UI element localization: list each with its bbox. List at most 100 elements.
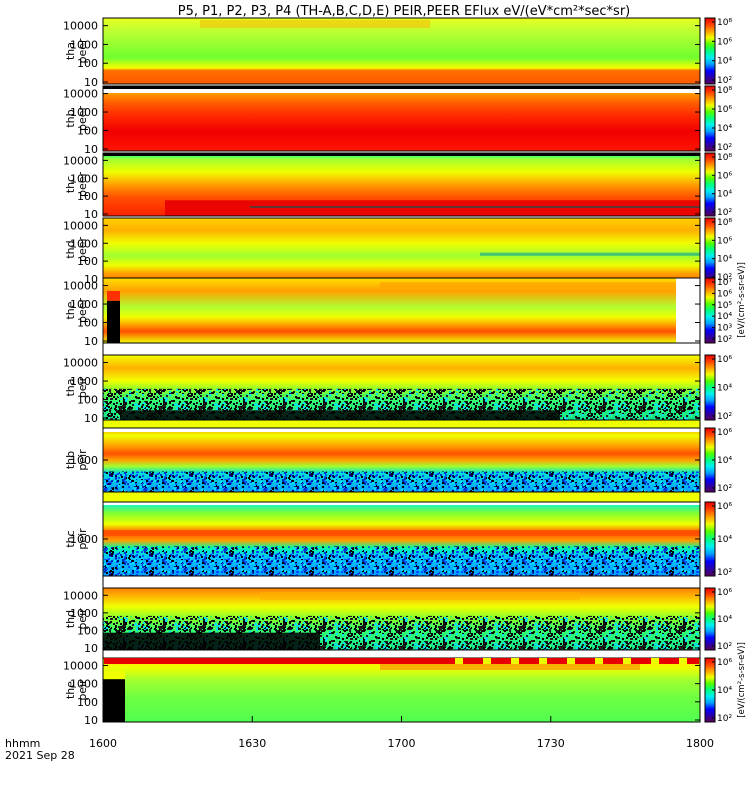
data-gap-segment: [623, 658, 631, 664]
colorbar-tick-label: 10⁶: [717, 37, 732, 47]
y-tick-label: 10000: [63, 88, 98, 101]
panel-probe-label: thc: [64, 530, 77, 547]
panel-separator: [102, 491, 701, 503]
colorbar-tick-label: 10⁶: [717, 658, 732, 668]
panel-frame: [102, 17, 701, 85]
y-tick-label: 100: [77, 255, 98, 268]
y-tick-label: 10000: [63, 20, 98, 33]
spectrogram-panel-the-peir: 10 100 1000 10000 the peir 10² 10⁴ 10⁶: [63, 657, 732, 727]
colorbar-gradient: [704, 217, 716, 282]
panel-probe-label: thb: [64, 451, 77, 469]
panel-frame: [102, 152, 701, 217]
y-tick-label: 10000: [63, 280, 98, 293]
colorbar: 10² 10⁴ 10⁶ 10⁸: [704, 85, 732, 153]
panel-probe-label: thb: [64, 109, 77, 127]
panel-probe-label: thd: [64, 610, 77, 628]
y-tick-label: 10: [84, 335, 98, 348]
x-tick-label: 1700: [388, 737, 416, 750]
x-tick-label: 1800: [686, 737, 714, 750]
data-gap-segment: [511, 658, 519, 664]
colorbar: 10² 10⁴ 10⁶ 10⁸: [704, 217, 732, 283]
colorbar-tick-label: 10²: [717, 208, 732, 218]
colorbar-tick-label: 10⁴: [717, 255, 732, 265]
colorbar-tick-label: 10⁶: [717, 355, 732, 365]
x-tick-label: 1630: [238, 737, 266, 750]
spectrogram-panel-tha-peir: 10 100 1000 10000 tha peir 10² 10⁴ 10⁶: [63, 354, 732, 425]
colorbar: 10² 10⁴ 10⁶: [704, 657, 732, 724]
colorbar-tick-label: 10⁴: [717, 686, 732, 696]
colorbar-tick-label: 10⁶: [717, 105, 732, 115]
colorbar-tick-label: 10⁶: [717, 236, 732, 246]
colorbar-tick-label: 10⁴: [717, 615, 732, 625]
colorbar-tick-label: 10⁴: [717, 57, 732, 67]
colorbar: 10² 10⁴ 10⁶: [704, 587, 732, 652]
data-gap-segment: [567, 658, 575, 664]
spectrogram-panel-tha-peer: 10 100 1000 10000 tha peer 10² 10⁴ 10⁶ 10⁸: [63, 17, 732, 89]
colorbar-tick-label: 10⁶: [717, 428, 732, 438]
data-gap-segment: [651, 658, 659, 664]
x-axis: 1600 1630 1700 1730 1800: [89, 716, 714, 750]
data-gap-segment: [679, 658, 687, 664]
spectrogram-image: [103, 355, 700, 420]
spectrogram-panel-thd-peer: 10 100 1000 10000 thd peer 10² 10⁴ 10⁶ 10⁸: [63, 217, 732, 286]
panel-species-label: peir: [76, 376, 89, 398]
y-tick-label: 10: [84, 208, 98, 221]
y-tick-label: 1000: [70, 678, 98, 691]
panel-separator: [102, 649, 701, 659]
y-tick-label: 10: [84, 273, 98, 286]
colorbar-tick-label: 10⁶: [717, 289, 732, 299]
spectrogram-image: [103, 428, 700, 492]
colorbar-gradient: [704, 17, 716, 85]
colorbar-tick-label: 10²: [717, 642, 732, 652]
y-tick-label: 100: [77, 190, 98, 203]
colorbar-gradient: [704, 85, 716, 152]
y-tick-label: 1000: [70, 38, 98, 51]
colorbar: 10² 10⁴ 10⁶: [704, 501, 732, 578]
colorbar-tick-label: 10⁸: [717, 18, 732, 28]
colorbar: 10² 10⁴ 10⁶: [704, 354, 732, 422]
x-tick-label: 1600: [89, 737, 117, 750]
spectrogram-image: [103, 658, 700, 722]
y-tick-label: 1000: [70, 237, 98, 250]
colorbar: 10² 10⁴ 10⁶: [704, 427, 732, 494]
colorbar-unit-label-upper: [eV/(cm²-s-sr-eV)]: [737, 262, 747, 338]
colorbar-tick-label: 10⁶: [717, 171, 732, 181]
panel-species-label: peir: [76, 679, 89, 701]
panel-probe-label: tha: [64, 42, 77, 60]
y-tick-label: 10000: [63, 219, 98, 232]
data-gap-segment: [539, 658, 547, 664]
colorbar: 10² 10⁴ 10⁶ 10⁸: [704, 152, 732, 218]
colorbar-tick-label: 10⁴: [717, 384, 732, 394]
spectrogram-image: [103, 153, 700, 216]
panel-species-label: peir: [76, 449, 89, 471]
colorbar-tick-label: 10⁸: [717, 218, 732, 228]
colorbar-tick-label: 10⁴: [717, 190, 732, 200]
colorbar-tick-label: 10³: [717, 324, 732, 334]
y-tick-label: 1000: [70, 454, 98, 467]
data-gap-segment: [483, 658, 491, 664]
spectrogram-panel-thb-peer: 10 100 1000 10000 thb peer 10² 10⁴ 10⁶ 10⁸: [63, 85, 732, 156]
colorbar-tick-label: 10⁴: [717, 312, 732, 322]
panel-probe-label: thc: [64, 176, 77, 193]
panel-probe-label: the: [64, 301, 77, 319]
colorbar-gradient: [704, 277, 716, 344]
panel-species-label: peer: [76, 38, 89, 64]
panel-separator: [102, 575, 701, 589]
colorbar-tick-label: 10⁵: [717, 301, 732, 311]
spectrogram-image: [103, 278, 700, 343]
y-tick-label: 10: [84, 714, 98, 727]
panel-probe-label: tha: [64, 378, 77, 396]
spectrogram-image: [103, 588, 700, 650]
x-tick-label: 1730: [537, 737, 565, 750]
y-tick-label: 100: [77, 125, 98, 138]
footer-date-label: 2021 Sep 28: [5, 749, 75, 762]
y-tick-label: 10000: [63, 659, 98, 672]
colorbar-tick-label: 10⁶: [717, 588, 732, 598]
y-tick-label: 1000: [70, 533, 98, 546]
spectrogram-panel-thd-peir: 10 100 1000 10000 thd peir 10² 10⁴ 10⁶: [63, 587, 732, 655]
y-tick-label: 10: [84, 76, 98, 89]
